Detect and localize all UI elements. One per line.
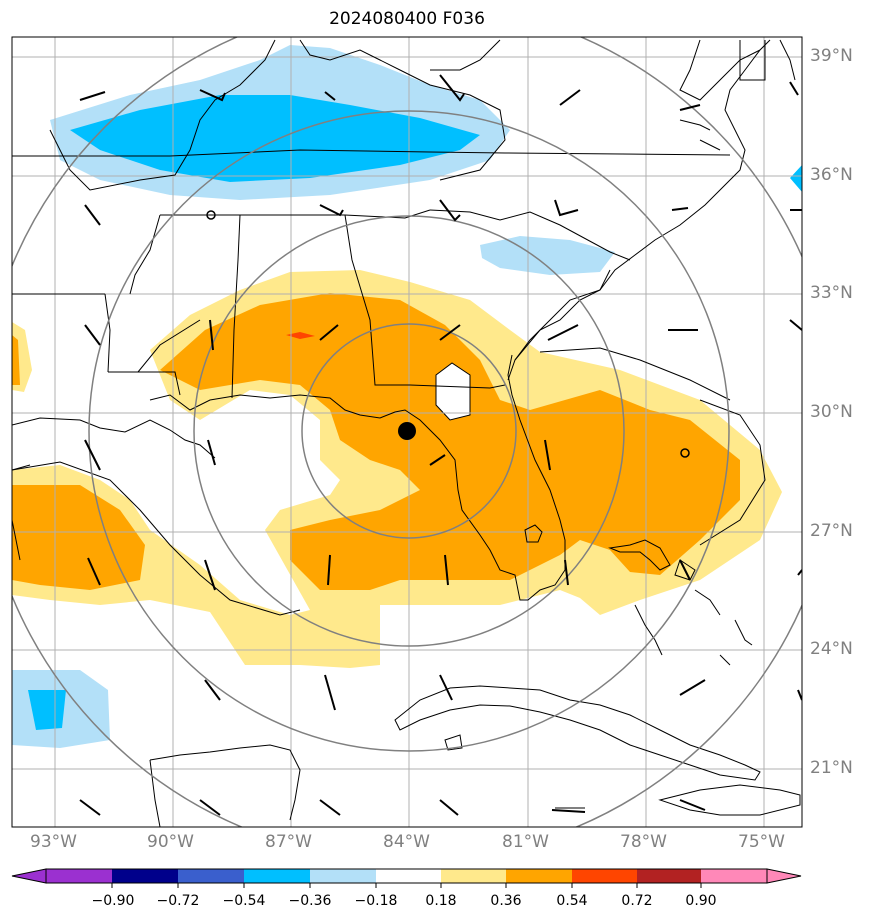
lon-label: 93°W [30, 832, 77, 852]
lon-label: 81°W [502, 832, 549, 852]
colorbar-tick-label: 0.72 [621, 893, 653, 909]
map-panel [12, 37, 802, 827]
map-title: 2024080400 F036 [329, 9, 485, 29]
range-ring-3 [88, 110, 730, 752]
small-ring-marker [206, 210, 216, 220]
colorbar-outline [45, 868, 768, 884]
coastlines-and-borders [12, 39, 801, 827]
small-ring-marker [680, 448, 690, 458]
lat-label: 33°N [810, 283, 853, 303]
colorbar-tick-label: −0.18 [354, 893, 398, 909]
lon-label: 90°W [147, 832, 194, 852]
colorbar-tick-label: 0.54 [556, 893, 588, 909]
lat-label: 21°N [810, 758, 853, 778]
colorbar-tick-label: −0.72 [156, 893, 200, 909]
colorbar-segment [46, 869, 112, 883]
colorbar-high-extend [766, 868, 802, 884]
colorbar-segment [310, 869, 376, 883]
lat-label: 30°N [810, 402, 853, 422]
colorbar-segment [701, 869, 767, 883]
lat-label: 36°N [810, 165, 853, 185]
lat-label: 39°N [810, 46, 853, 66]
negative-anomaly-edge-region [790, 165, 802, 192]
colorbar-segment [112, 869, 178, 883]
colorbar-segment [441, 869, 506, 883]
positive-anomaly-peak-spot [286, 332, 315, 339]
lat-label: 24°N [810, 639, 853, 659]
positive-anomaly-strong-region [160, 293, 740, 590]
center-marker [398, 422, 416, 440]
negative-anomaly-gulf-strong-region [28, 690, 66, 730]
map-frame [11, 36, 803, 828]
colorbar [11, 868, 802, 888]
colorbar-segment [572, 869, 637, 883]
shaded-field-layer [12, 45, 802, 748]
colorbar-tick-label: 0.90 [685, 893, 717, 909]
range-ring-2 [193, 215, 625, 647]
colorbar-tick-label: 0.18 [425, 893, 457, 909]
positive-anomaly-strong-left-edge [12, 335, 20, 385]
colorbar-tick-label: −0.54 [222, 893, 266, 909]
colorbar-segment [244, 869, 310, 883]
colorbar-tick-label: −0.36 [288, 893, 332, 909]
colorbar-segment [178, 869, 244, 883]
range-ring-1 [301, 323, 517, 539]
positive-anomaly-strong-left-region [12, 485, 145, 590]
lon-label: 84°W [383, 832, 430, 852]
wind-barbs [79, 74, 802, 816]
colorbar-low-extend [11, 868, 47, 884]
lon-label: 75°W [738, 832, 785, 852]
colorbar-tick-label: 0.36 [490, 893, 522, 909]
negative-anomaly-carolina-region [480, 236, 615, 275]
lat-label: 27°N [810, 521, 853, 541]
colorbar-segment [506, 869, 572, 883]
range-rings [12, 37, 802, 827]
lon-label: 87°W [265, 832, 312, 852]
colorbar-segment [637, 869, 701, 883]
colorbar-segment [376, 869, 441, 883]
lon-label: 78°W [620, 832, 667, 852]
colorbar-tick-label: −0.90 [91, 893, 135, 909]
neutral-hole-region [435, 362, 471, 421]
